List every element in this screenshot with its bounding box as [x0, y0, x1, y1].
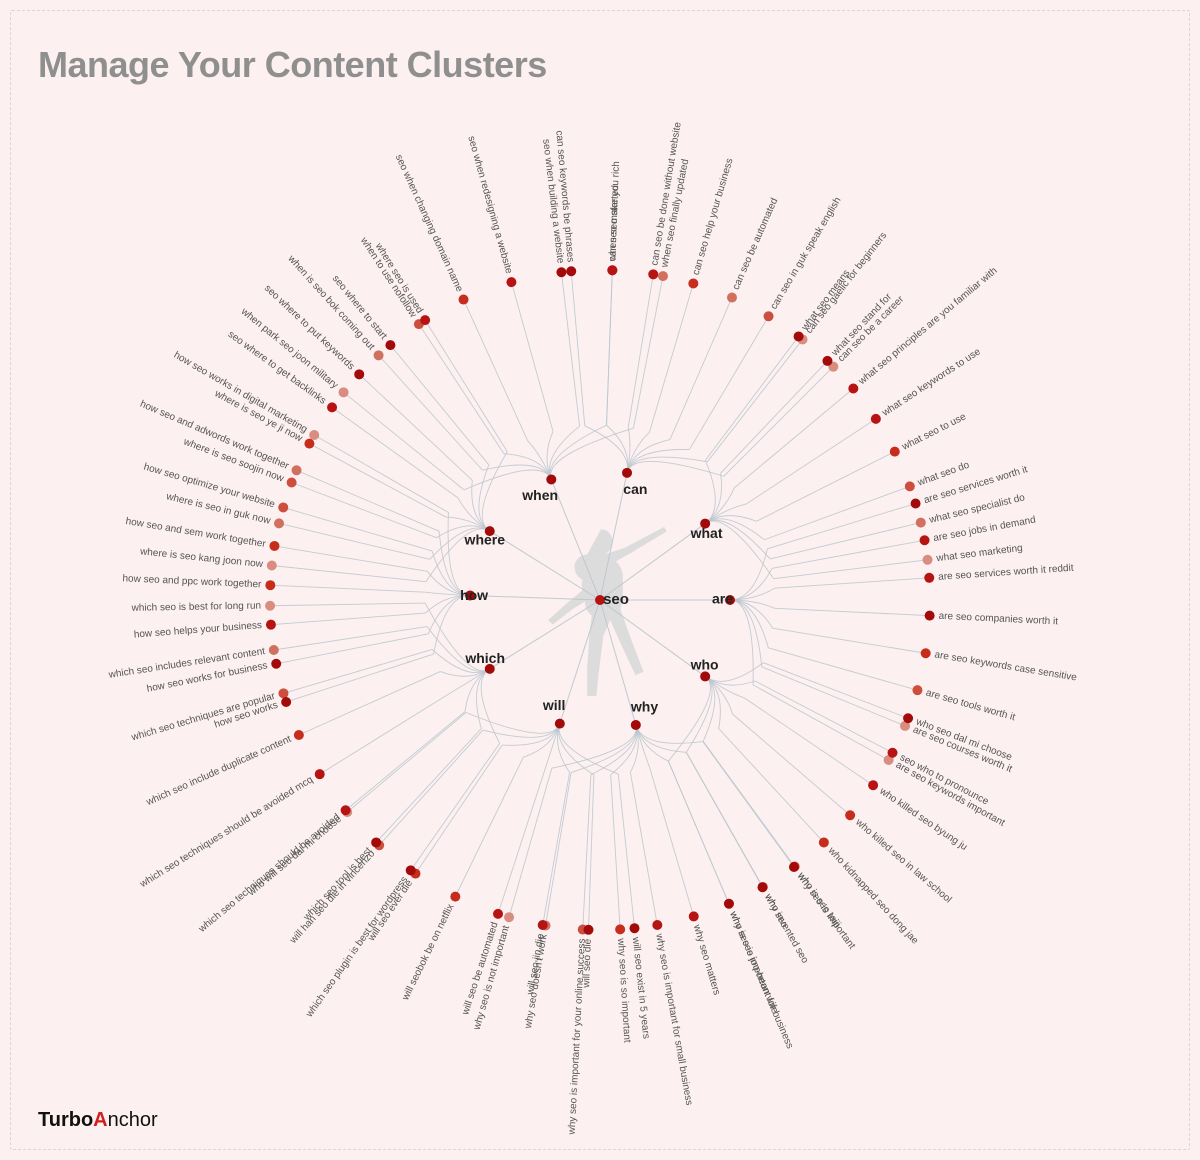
- leaf-label: why seo is important for small business: [653, 932, 694, 1106]
- leaf-label: what seo means: [799, 268, 852, 334]
- leaf-label: where seo is used: [372, 240, 425, 315]
- leaf-label: will seo die: [581, 938, 594, 989]
- leaf-label: are seo companies worth it: [938, 611, 1058, 628]
- leaf-label: can seo help your business: [691, 157, 736, 276]
- leaf-label: can seo be automated: [731, 196, 781, 291]
- leaf-label: seo when changing domain name: [393, 153, 465, 294]
- branch-label-are: are: [712, 591, 733, 607]
- leaf-label: will seo exist in 5 years: [630, 936, 652, 1040]
- leaf-label: why seo is so important: [615, 937, 632, 1043]
- leaf-label: are seo keywords important: [894, 760, 1007, 829]
- leaf-label: what seo to use: [900, 411, 969, 453]
- leaf-label: why seo is important: [794, 870, 857, 951]
- leaf-label: are seo tools worth it: [925, 687, 1017, 723]
- branch-label-can: can: [623, 481, 647, 497]
- branch-label-why: why: [630, 698, 658, 714]
- leaf-label: are seo services worth it reddit: [938, 563, 1074, 583]
- leaf-label: can seo make you rich: [607, 161, 622, 261]
- leaf-label: which seo tool is best: [301, 845, 374, 923]
- leaf-label: how seo helps your business: [133, 620, 262, 641]
- branch-label-who: who: [690, 657, 719, 673]
- branch-label-what: what: [690, 525, 723, 541]
- leaf-label: where is seo kang joon now: [139, 546, 265, 570]
- branch-label-which: which: [464, 650, 505, 666]
- leaf-label: why seo matters: [691, 923, 723, 997]
- leaf-label: are seo keywords case sensitive: [934, 649, 1078, 683]
- cluster-visualization: seowhenwhen park seo joon militarywhen i…: [0, 0, 1200, 1160]
- leaf-label: seo when redesigning a website: [465, 135, 514, 275]
- leaf-label: which seo is best for long run: [130, 601, 261, 614]
- branch-label-how: how: [460, 587, 488, 603]
- center-node-label: seo: [603, 591, 629, 608]
- leaf-label: how seo and ppc work together: [122, 573, 262, 590]
- branch-label-when: when: [521, 487, 558, 503]
- branch-label-where: where: [464, 531, 506, 547]
- leaf-label: will seobok be on netflix: [400, 902, 457, 1003]
- branch-label-will: will: [542, 697, 566, 713]
- leaf-label: will seo ever die: [366, 878, 416, 944]
- leaf-label: what seo marketing: [935, 543, 1023, 565]
